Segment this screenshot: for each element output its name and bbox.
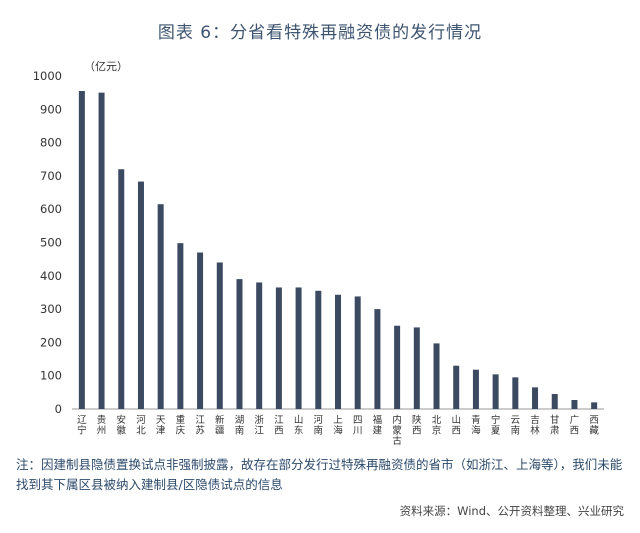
x-tick-label: 新疆 [215,414,225,437]
x-tick-label: 福建 [373,414,383,437]
bar [295,287,302,409]
bar [472,369,479,409]
y-tick-label: 700 [40,169,62,183]
x-tick-label: 安徽 [117,414,127,437]
bar [532,387,539,409]
bar [256,282,263,409]
bar [492,374,499,409]
x-tick-label: 河南 [314,414,324,437]
source-text: 资料来源：Wind、公开资料整理、兴业研究 [399,504,624,518]
x-tick-label: 山东 [294,415,304,437]
bar [394,325,401,409]
x-tick-label: 湖南 [235,415,245,437]
x-tick-label: 吉林 [530,415,540,437]
bar [354,296,361,409]
y-tick-label: 500 [40,236,62,250]
x-tick-label: 辽宁 [77,414,87,437]
bar [335,294,341,409]
bar [197,252,204,409]
bar [236,279,243,409]
x-tick-label: 重庆 [176,414,186,437]
x-tick-label: 江西 [274,415,284,437]
bar [216,262,223,409]
bar [591,402,598,409]
y-tick-label: 800 [40,136,62,150]
bar [512,377,519,409]
x-tick-label: 陕西 [412,414,422,437]
bar [118,169,125,409]
x-tick-label: 甘肃 [550,414,560,437]
y-tick-label: 0 [55,402,62,416]
bar [551,394,558,409]
x-tick-label: 西藏 [589,415,599,437]
x-tick-label: 天津 [156,415,166,437]
bar [433,343,440,409]
x-tick-label: 云南 [511,415,521,437]
x-tick-label: 河北 [136,414,146,437]
y-axis-label: （亿元） [84,60,128,73]
x-tick-label: 江苏 [195,415,205,437]
y-tick-label: 400 [40,269,62,283]
x-tick-label: 广西 [570,414,580,437]
chart-title: 图表 6：分省看特殊再融资债的发行情况 [157,23,483,43]
bar [177,243,184,409]
x-tick-label: 北京 [432,415,442,437]
bar [453,365,460,409]
y-tick-label: 300 [40,302,62,316]
y-tick-label: 1000 [33,69,62,83]
x-tick-label: 山西 [451,415,461,437]
bar [137,181,144,409]
bar [571,400,578,409]
x-tick-label: 四川 [353,415,363,437]
y-tick-label: 600 [40,202,62,216]
bar [315,290,322,409]
x-tick-label: 浙江 [254,414,264,437]
bar [275,287,282,409]
bar [98,92,105,410]
y-tick-label: 100 [40,369,62,383]
x-tick-label: 内蒙古 [392,414,402,447]
footnote: 注：因建制县隐债置换试点非强制披露，故存在部分发行过特殊再融资债的省市（如浙江、… [16,457,623,492]
bar [413,327,420,409]
y-tick-label: 200 [40,335,62,349]
bar [78,90,85,410]
x-tick-label: 上海 [333,415,343,437]
bar [374,309,381,409]
x-tick-label: 贵州 [97,414,107,437]
x-tick-label: 青海 [471,414,481,437]
bar-chart: （亿元） 0 100 200 300 400 500 600 700 800 900 1000 辽宁贵州… [33,60,604,447]
bar [157,204,164,409]
x-tick-label: 宁夏 [491,414,501,437]
y-tick-label: 900 [40,102,62,116]
